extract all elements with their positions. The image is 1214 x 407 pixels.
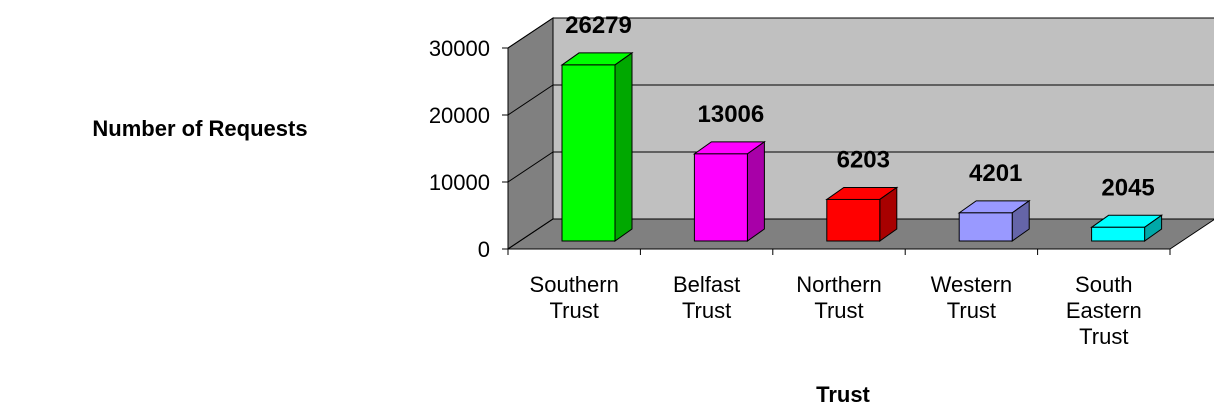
y-tick-label: 0 xyxy=(478,237,490,262)
x-tick-label: Southern Trust xyxy=(530,272,619,323)
side-wall xyxy=(507,17,554,250)
bar xyxy=(560,51,634,242)
x-tick-label: Belfast Trust xyxy=(673,272,740,323)
x-tick-label: South Eastern Trust xyxy=(1066,272,1142,349)
y-axis-label: Number of Requests xyxy=(92,116,307,141)
bar-front xyxy=(561,64,616,242)
x-tick-label: Northern Trust xyxy=(796,272,882,323)
bar xyxy=(692,140,766,242)
y-tick-label: 30000 xyxy=(429,36,490,61)
value-label: 4201 xyxy=(969,160,1022,187)
bar-front xyxy=(958,212,1013,242)
value-label: 6203 xyxy=(837,146,890,173)
value-label: 2045 xyxy=(1101,174,1154,201)
bar-front xyxy=(1091,226,1146,242)
value-label: 26279 xyxy=(565,12,632,39)
x-tick-label: Western Trust xyxy=(931,272,1013,323)
x-axis-label: Trust xyxy=(816,382,870,407)
y-tick-label: 10000 xyxy=(429,170,490,195)
grid-line xyxy=(507,17,1214,49)
bar-side xyxy=(746,140,765,242)
bar xyxy=(825,186,899,242)
bar xyxy=(957,199,1031,242)
bar-side xyxy=(614,51,633,242)
bar xyxy=(1090,214,1164,242)
bar-front xyxy=(826,198,881,242)
grid-line xyxy=(507,151,1214,183)
bar-front xyxy=(693,153,748,242)
grid-line xyxy=(507,84,1214,116)
y-tick-label: 20000 xyxy=(429,103,490,128)
value-label: 13006 xyxy=(698,101,765,128)
